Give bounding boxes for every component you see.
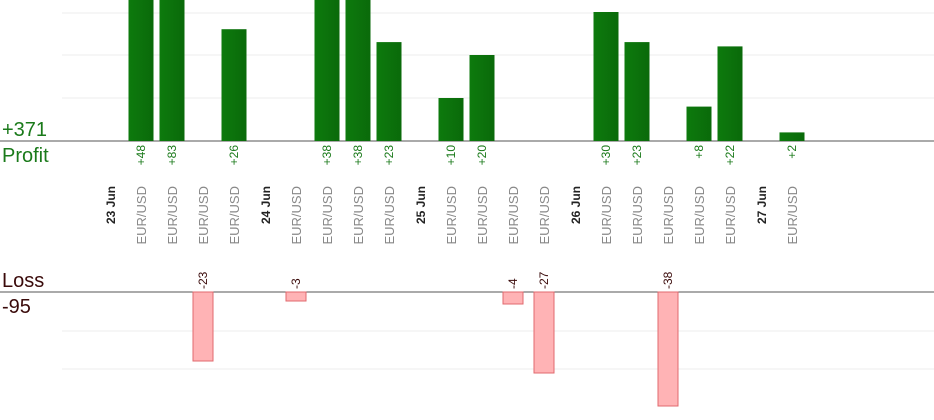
loss-bar bbox=[533, 291, 555, 374]
profit-bar bbox=[438, 98, 464, 141]
profit-value-label: +38 bbox=[351, 145, 365, 166]
profit-value-label: +8 bbox=[692, 145, 706, 159]
pair-label: EUR/USD bbox=[506, 186, 521, 245]
pair-label: EUR/USD bbox=[537, 186, 552, 245]
profit-value-label: +30 bbox=[599, 145, 613, 166]
profit-bar bbox=[624, 42, 650, 141]
profit-bar bbox=[314, 0, 340, 141]
pair-label: EUR/USD bbox=[227, 186, 242, 245]
pair-label: EUR/USD bbox=[382, 186, 397, 245]
pair-label: EUR/USD bbox=[723, 186, 738, 245]
profit-bar bbox=[469, 55, 495, 141]
profit-value-label: +2 bbox=[785, 145, 799, 159]
pair-label: EUR/USD bbox=[351, 186, 366, 245]
date-label: 23 Jun bbox=[104, 186, 118, 224]
date-label: 26 Jun bbox=[569, 186, 583, 224]
date-label: 25 Jun bbox=[414, 186, 428, 224]
pair-label: EUR/USD bbox=[320, 186, 335, 245]
profit-bar bbox=[593, 12, 619, 141]
profit-bar bbox=[376, 42, 402, 141]
loss-value-label: -4 bbox=[506, 278, 520, 289]
profit-value-label: +83 bbox=[165, 145, 179, 166]
pair-label: EUR/USD bbox=[289, 186, 304, 245]
profit-bar bbox=[345, 0, 371, 141]
loss-value-label: -23 bbox=[196, 271, 210, 289]
pair-label: EUR/USD bbox=[165, 186, 180, 245]
pair-label: EUR/USD bbox=[661, 186, 676, 245]
loss-bar bbox=[502, 291, 524, 305]
date-label: 24 Jun bbox=[259, 186, 273, 224]
profit-bar bbox=[686, 106, 712, 141]
loss-value-label: -38 bbox=[661, 271, 675, 289]
pair-label: EUR/USD bbox=[134, 186, 149, 245]
loss-value-label: -27 bbox=[537, 271, 551, 289]
profit-value-label: +48 bbox=[134, 145, 148, 166]
loss-label: Loss bbox=[2, 270, 45, 292]
profit-bar bbox=[221, 29, 247, 142]
loss-bar bbox=[285, 291, 307, 302]
pair-label: EUR/USD bbox=[444, 186, 459, 245]
profit-total: +371 bbox=[2, 119, 48, 141]
loss-bar bbox=[657, 291, 679, 407]
pair-label: EUR/USD bbox=[630, 186, 645, 245]
profit-bar bbox=[717, 46, 743, 141]
pair-label: EUR/USD bbox=[692, 186, 707, 245]
pair-label: EUR/USD bbox=[196, 186, 211, 245]
profit-value-label: +10 bbox=[444, 145, 458, 166]
profit-value-label: +26 bbox=[227, 145, 241, 166]
profit-label: Profit bbox=[2, 145, 49, 167]
profit-value-label: +38 bbox=[320, 145, 334, 166]
date-label: 27 Jun bbox=[755, 186, 769, 224]
profit-value-label: +20 bbox=[475, 145, 489, 166]
profit-bar bbox=[128, 0, 154, 141]
loss-total: -95 bbox=[2, 296, 31, 318]
profit-bar bbox=[779, 132, 805, 141]
loss-bar bbox=[192, 291, 214, 362]
profit-value-label: +23 bbox=[382, 145, 396, 166]
profit-bar bbox=[159, 0, 185, 141]
pair-label: EUR/USD bbox=[785, 186, 800, 245]
loss-value-label: -3 bbox=[289, 278, 303, 289]
profit-value-label: +23 bbox=[630, 145, 644, 166]
pair-label: EUR/USD bbox=[475, 186, 490, 245]
profit-value-label: +22 bbox=[723, 145, 737, 166]
pair-label: EUR/USD bbox=[599, 186, 614, 245]
